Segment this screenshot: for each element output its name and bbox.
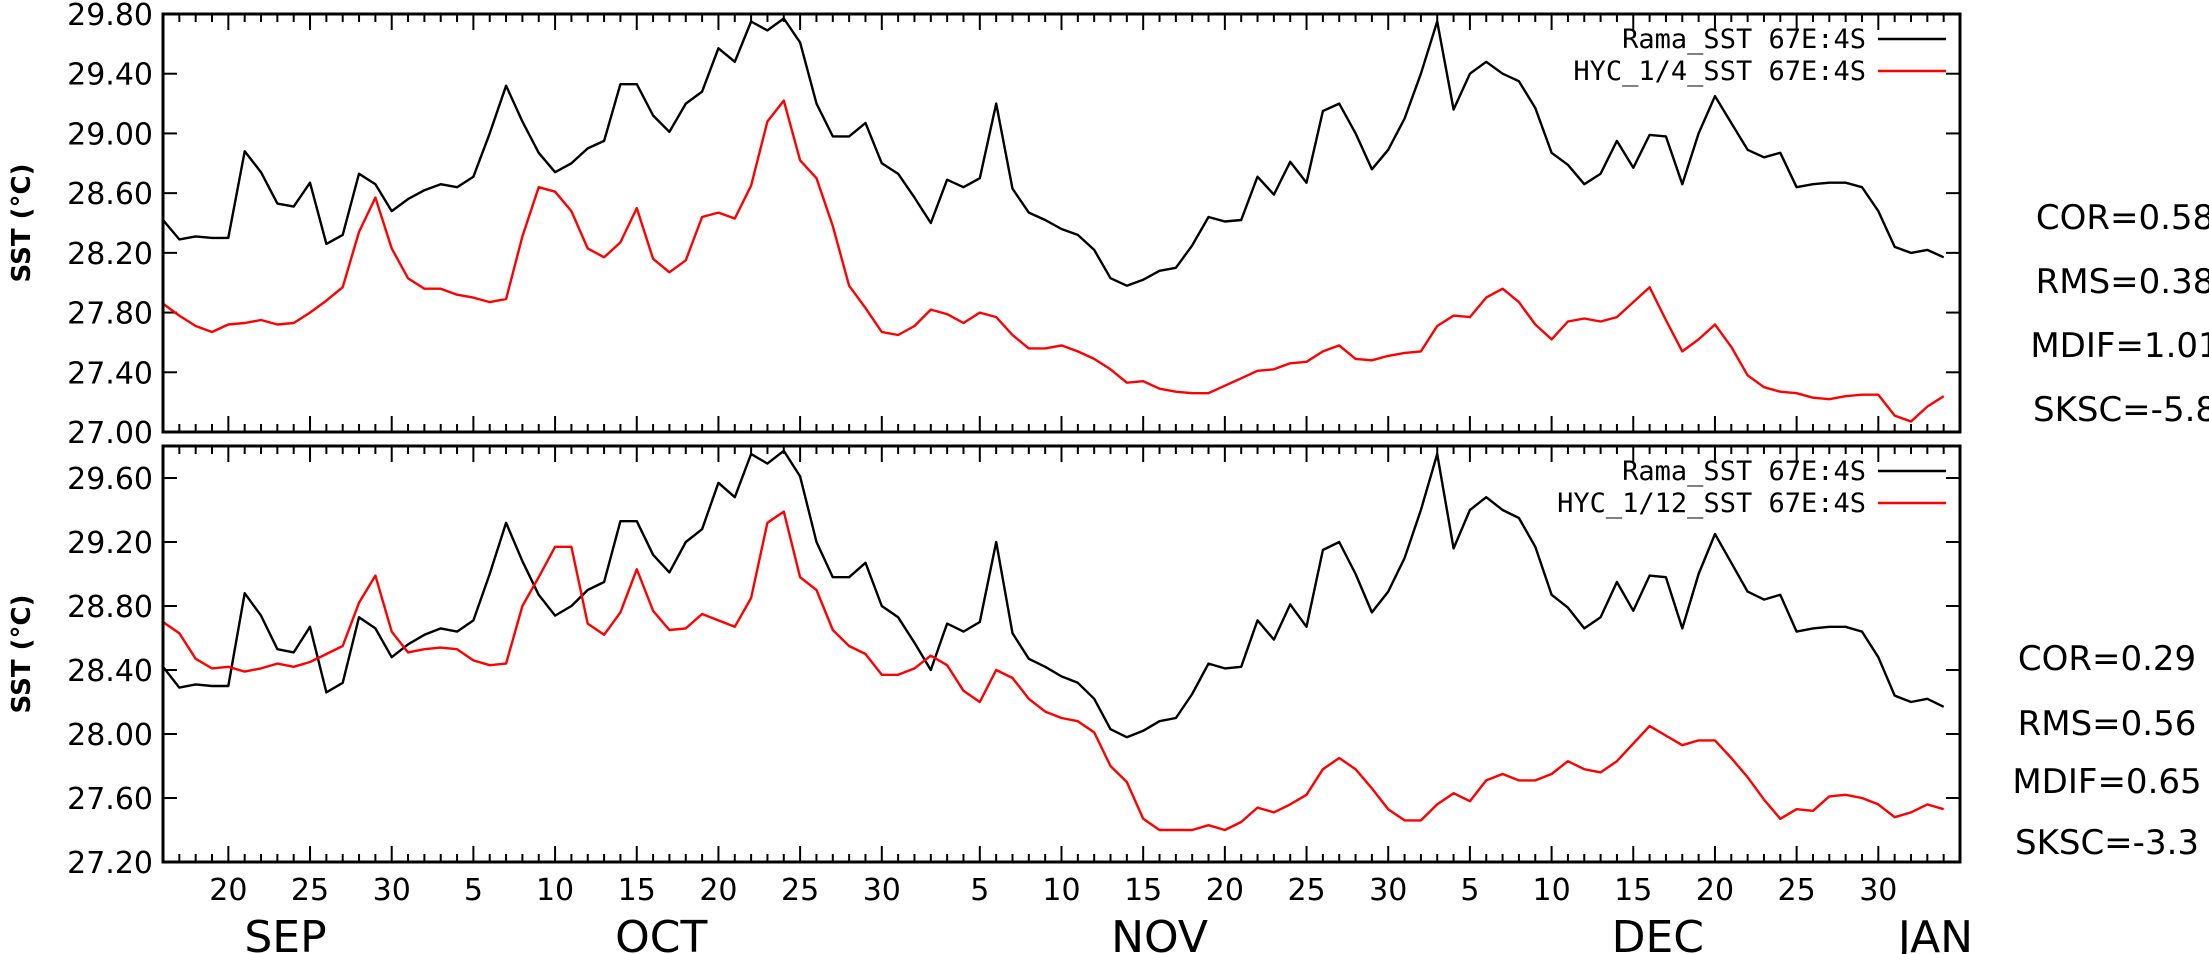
x-tick-label: 30 bbox=[373, 873, 411, 908]
stat-label: COR=0.29 bbox=[2018, 639, 2196, 679]
y-tick-label: 29.60 bbox=[67, 462, 153, 497]
x-tick-label: 25 bbox=[1778, 873, 1816, 908]
stat-label: COR=0.58 bbox=[2036, 198, 2209, 238]
x-tick-label: 25 bbox=[781, 873, 819, 908]
x-tick-label: 15 bbox=[1124, 873, 1162, 908]
y-tick-label: 29.20 bbox=[67, 526, 153, 561]
x-tick-label: 20 bbox=[209, 873, 247, 908]
legend-entry: Rama_SST 67E:4S bbox=[1622, 24, 1866, 55]
y-axis-label: SST (°C) bbox=[7, 164, 37, 283]
plot-frame bbox=[161, 444, 1962, 864]
stat-label: SKSC=-3.3 bbox=[2015, 823, 2199, 863]
month-label: DEC bbox=[1612, 912, 1704, 954]
x-tick-label: 30 bbox=[1369, 873, 1407, 908]
stat-label: MDIF=0.65 bbox=[2012, 762, 2201, 802]
legend-entry: HYC_1/4_SST 67E:4S bbox=[1573, 56, 1866, 87]
x-tick-label: 25 bbox=[291, 873, 329, 908]
series-line-1 bbox=[162, 99, 1945, 423]
y-tick-label: 27.20 bbox=[67, 846, 153, 881]
x-tick-label: 20 bbox=[699, 873, 737, 908]
y-tick-label: 28.20 bbox=[67, 237, 153, 272]
y-tick-label: 27.60 bbox=[67, 782, 153, 817]
x-tick-label: 20 bbox=[1696, 873, 1734, 908]
x-tick-label: 25 bbox=[1287, 873, 1325, 908]
y-tick-label: 28.40 bbox=[67, 654, 153, 689]
x-tick-label: 30 bbox=[1859, 873, 1897, 908]
series-line-0 bbox=[162, 449, 1945, 739]
legend-entry: HYC_1/12_SST 67E:4S bbox=[1557, 488, 1866, 519]
y-tick-label: 27.80 bbox=[67, 297, 153, 332]
y-axis-label: SST (°C) bbox=[7, 595, 37, 714]
x-tick-label: 15 bbox=[1614, 873, 1652, 908]
x-tick-label: 10 bbox=[536, 873, 574, 908]
x-tick-label: 5 bbox=[464, 873, 483, 908]
month-label: OCT bbox=[615, 912, 707, 954]
plot-frame bbox=[161, 12, 1962, 434]
x-tick-label: 10 bbox=[1532, 873, 1570, 908]
x-tick-label: 15 bbox=[618, 873, 656, 908]
month-label: SEP bbox=[244, 912, 326, 954]
y-tick-label: 29.00 bbox=[67, 117, 153, 152]
month-label: JAN bbox=[1895, 912, 1973, 954]
series-line-0 bbox=[162, 17, 1945, 287]
x-tick-label: 20 bbox=[1206, 873, 1244, 908]
stat-label: MDIF=1.01 bbox=[2030, 326, 2209, 366]
stat-label: SKSC=-5.8 bbox=[2033, 390, 2209, 430]
y-tick-label: 27.40 bbox=[67, 356, 153, 391]
x-tick-label: 10 bbox=[1042, 873, 1080, 908]
stat-label: RMS=0.56 bbox=[2018, 704, 2197, 744]
series-line-1 bbox=[162, 510, 1945, 832]
month-label: NOV bbox=[1111, 912, 1208, 954]
x-tick-label: 5 bbox=[1460, 873, 1479, 908]
y-tick-label: 28.60 bbox=[67, 177, 153, 212]
legend-entry: Rama_SST 67E:4S bbox=[1622, 456, 1866, 487]
x-tick-label: 30 bbox=[863, 873, 901, 908]
y-tick-label: 29.40 bbox=[67, 58, 153, 93]
y-tick-label: 27.00 bbox=[67, 416, 153, 451]
y-tick-label: 28.80 bbox=[67, 590, 153, 625]
y-tick-label: 29.80 bbox=[67, 0, 153, 33]
y-tick-label: 28.00 bbox=[67, 718, 153, 753]
stat-label: RMS=0.38 bbox=[2036, 262, 2209, 302]
x-tick-label: 5 bbox=[970, 873, 989, 908]
